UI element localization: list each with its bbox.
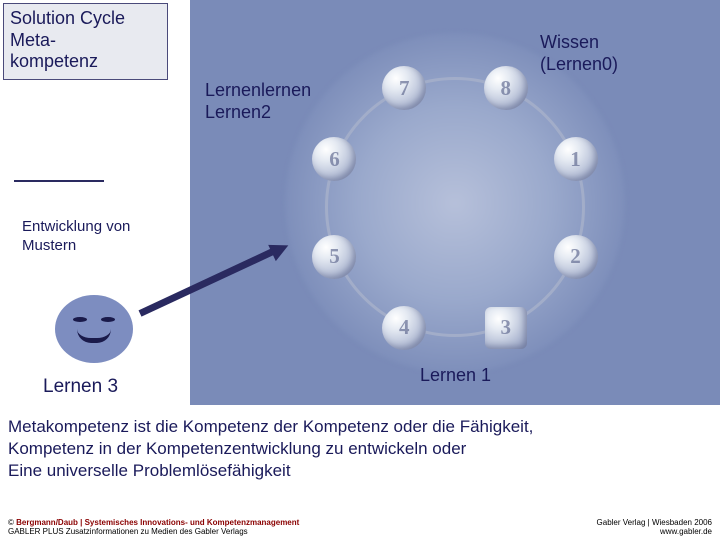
divider-small (14, 180, 104, 182)
label-wissen-b: (Lernen0) (540, 54, 618, 76)
smiley-icon (55, 295, 133, 363)
cycle-node-5: 5 (312, 235, 356, 279)
title-line3: kompetenz (10, 51, 161, 73)
title-box: Solution Cycle Meta- kompetenz (3, 3, 168, 80)
label-lernen3: Lernen 3 (40, 375, 121, 400)
label-wissen: Wissen (Lernen0) (540, 32, 618, 75)
label-lernen2: Lernenlernen Lernen2 (205, 80, 311, 123)
body-text: Metakompetenz ist die Kompetenz der Komp… (8, 416, 712, 481)
body-l1: Metakompetenz ist die Kompetenz der Komp… (8, 416, 712, 438)
label-mustern-b: Mustern (22, 237, 192, 256)
footer-left-l2: GABLER PLUS Zusatzinformationen zu Medie… (8, 527, 299, 536)
cycle-node-7: 7 (382, 66, 426, 110)
label-lernen1-text: Lernen 1 (420, 365, 491, 385)
label-lernen2-b: Lernen2 (205, 102, 311, 124)
footer-copyright: © (8, 518, 16, 527)
body-l2: Kompetenz in der Kompetenzentwicklung zu… (8, 438, 712, 460)
footer-accent: Bergmann/Daub | Systemisches Innovations… (16, 518, 299, 527)
cycle-node-4: 4 (382, 306, 426, 350)
label-mustern: Entwicklung von Mustern (22, 218, 192, 256)
label-lernen2-a: Lernenlernen (205, 80, 311, 102)
footer-left-l1: © Bergmann/Daub | Systemisches Innovatio… (8, 518, 299, 527)
title-line2: Meta- (10, 30, 161, 52)
label-mustern-a: Entwicklung von (22, 218, 192, 237)
label-wissen-a: Wissen (540, 32, 618, 54)
footer-right-l2: www.gabler.de (597, 527, 712, 536)
footer-left: © Bergmann/Daub | Systemisches Innovatio… (8, 518, 299, 536)
cycle-node-2: 2 (554, 235, 598, 279)
cycle-node-1: 1 (554, 137, 598, 181)
footer: © Bergmann/Daub | Systemisches Innovatio… (8, 518, 712, 536)
cycle-diagram: 1 23 45 67 8 (190, 0, 720, 405)
label-lernen3-text: Lernen 3 (43, 376, 118, 397)
body-l3: Eine universelle Problemlösefähigkeit (8, 460, 712, 482)
footer-right-l1: Gabler Verlag | Wiesbaden 2006 (597, 518, 712, 527)
slide-canvas: 12345678 Solution Cycle Meta- kompetenz … (0, 0, 720, 540)
footer-right: Gabler Verlag | Wiesbaden 2006 www.gable… (597, 518, 712, 536)
cycle-node-3: 3 (485, 307, 527, 349)
cycle-node-8: 8 (484, 66, 528, 110)
title-line1: Solution Cycle (10, 8, 161, 30)
cycle-node-6: 6 (312, 137, 356, 181)
cycle-ring (325, 77, 585, 337)
label-lernen1: Lernen 1 (420, 365, 491, 387)
